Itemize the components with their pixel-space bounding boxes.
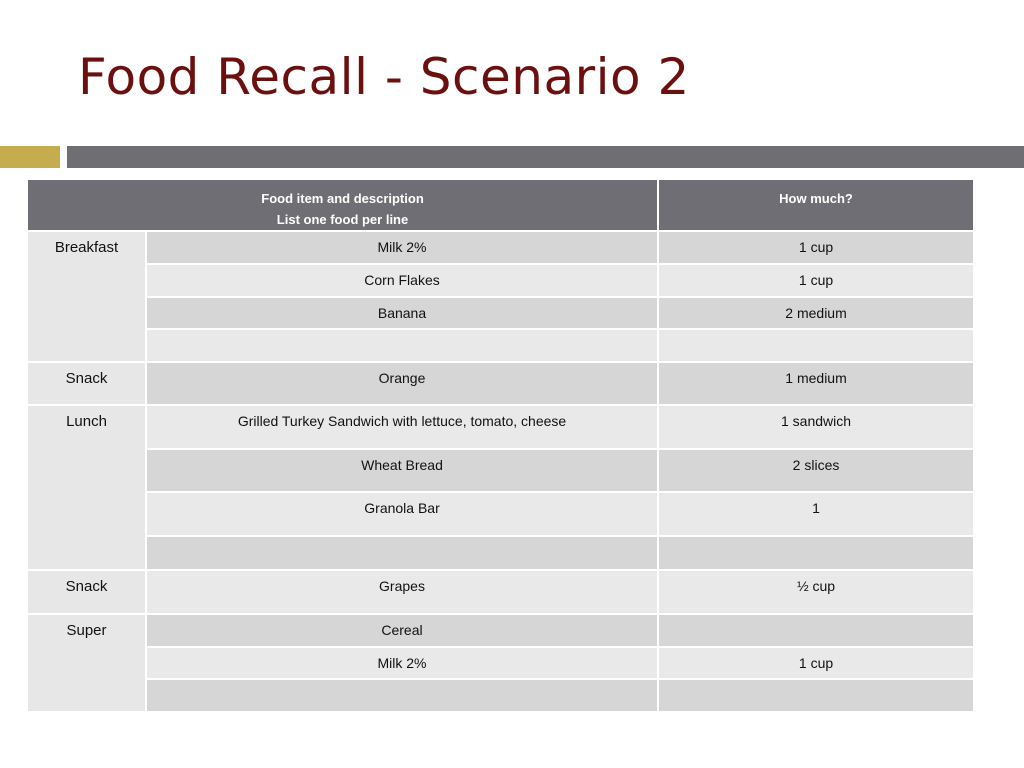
amount-cell [657, 678, 976, 713]
table-row: Wheat Bread 2 slices [27, 448, 976, 493]
header-food-item: Food item and description List one food … [25, 178, 660, 232]
food-cell: Wheat Bread [144, 448, 660, 493]
amount-cell: 1 cup [657, 646, 976, 680]
table-row: Banana 2 medium [27, 296, 976, 330]
food-cell: Cereal [144, 613, 660, 648]
table-row: Snack Orange 1 medium [26, 361, 976, 406]
table-header-row: Food item and description List one food … [25, 178, 976, 232]
food-cell: Milk 2% [144, 646, 660, 680]
food-cell: Milk 2% [144, 230, 660, 265]
accent-bar-gray [67, 146, 1024, 168]
table-row: Lunch Grilled Turkey Sandwich with lettu… [26, 404, 976, 571]
food-cell [144, 535, 660, 571]
food-cell: Grapes [144, 569, 660, 615]
meal-label-breakfast: Breakfast [26, 230, 147, 363]
table-row [27, 328, 976, 363]
food-cell: Granola Bar [144, 491, 660, 537]
amount-cell: 1 cup [657, 230, 976, 265]
table-row [27, 678, 976, 713]
table-row: Breakfast Milk 2% 1 cup [26, 230, 976, 363]
amount-cell: 2 slices [657, 448, 976, 493]
header-food-line2: List one food per line [276, 212, 409, 227]
accent-bar-gold [0, 146, 60, 168]
food-cell: Grilled Turkey Sandwich with lettuce, to… [144, 404, 660, 450]
amount-cell [657, 328, 976, 363]
amount-cell: 1 medium [657, 361, 976, 406]
table-row [27, 535, 976, 571]
amount-cell: 1 sandwich [657, 404, 976, 450]
meal-label-lunch: Lunch [26, 404, 147, 571]
table-row: Granola Bar 1 [27, 491, 976, 537]
amount-cell: 1 [657, 491, 976, 537]
meal-label-snack: Snack [26, 361, 147, 406]
amount-cell: ½ cup [657, 569, 976, 615]
header-food-line1: Food item and description [261, 191, 424, 206]
food-cell: Orange [144, 361, 660, 406]
table-row: Corn Flakes 1 cup [27, 263, 976, 298]
slide-title: Food Recall - Scenario 2 [78, 48, 690, 106]
amount-cell: 1 cup [657, 263, 976, 298]
meal-label-snack: Snack [26, 569, 147, 615]
food-cell [144, 328, 660, 363]
header-how-much: How much? [657, 178, 976, 232]
amount-cell: 2 medium [657, 296, 976, 330]
food-cell: Corn Flakes [144, 263, 660, 298]
food-recall-table: Food item and description List one food … [25, 178, 976, 713]
amount-cell [657, 613, 976, 648]
food-cell: Banana [144, 296, 660, 330]
amount-cell [657, 535, 976, 571]
table-row: Snack Grapes ½ cup [26, 569, 976, 615]
table-row: Super Cereal [26, 613, 976, 713]
table-row: Milk 2% 1 cup [27, 646, 976, 680]
food-cell [144, 678, 660, 713]
meal-label-super: Super [26, 613, 147, 713]
